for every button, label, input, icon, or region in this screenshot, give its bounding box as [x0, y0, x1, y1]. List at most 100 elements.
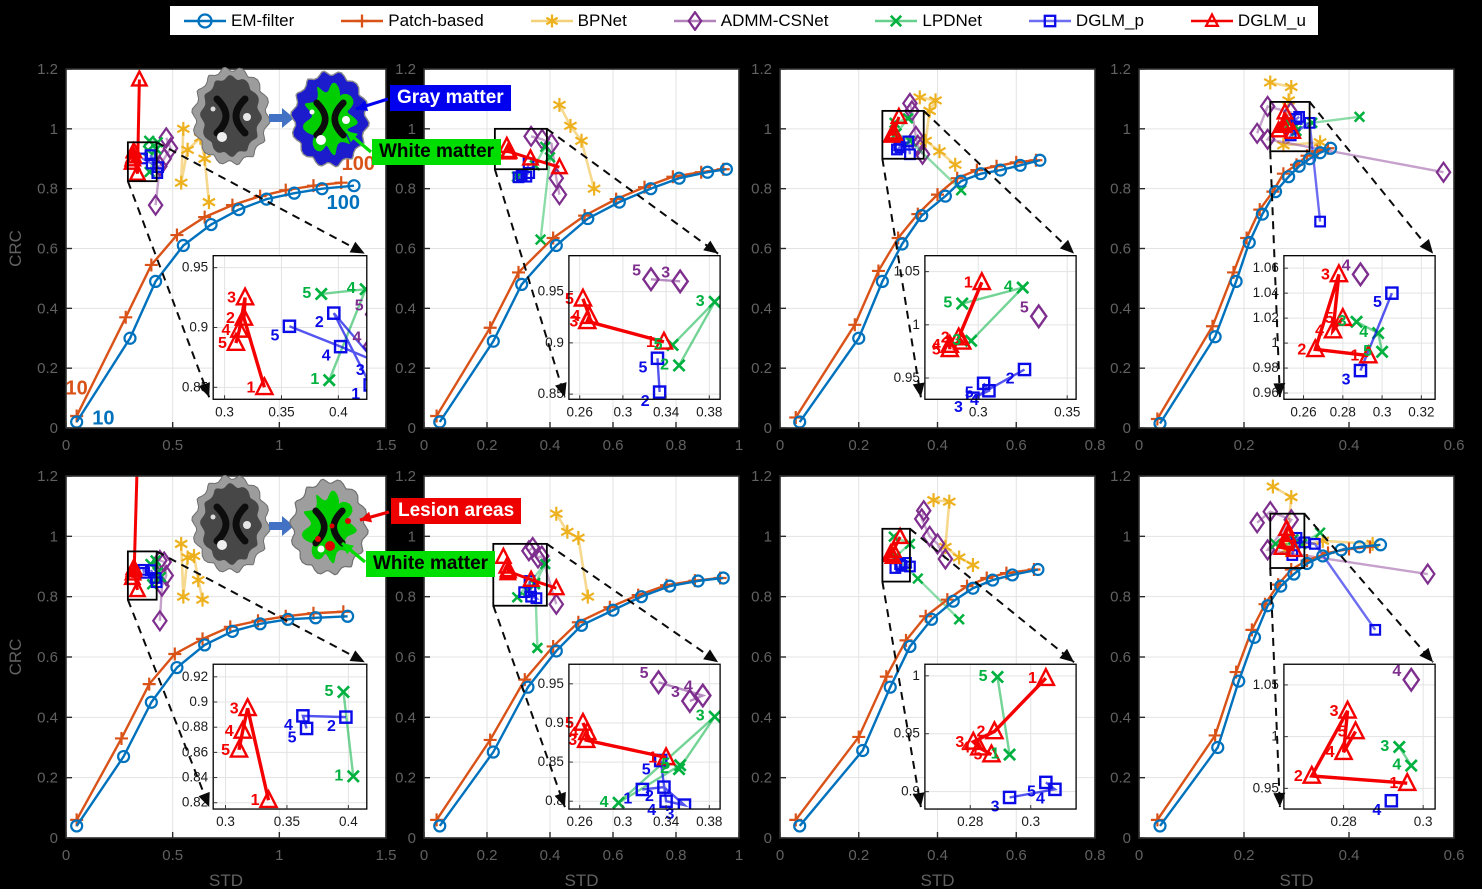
series-em_filter [1153, 141, 1338, 428]
svg-text:0.8: 0.8 [666, 847, 687, 864]
svg-text:0: 0 [1123, 830, 1131, 847]
series-bpnet [926, 493, 980, 572]
svg-text:5: 5 [642, 762, 651, 779]
svg-text:3: 3 [944, 334, 953, 351]
svg-text:0.4: 0.4 [37, 709, 58, 726]
svg-text:5: 5 [632, 262, 641, 279]
svg-text:0.4: 0.4 [395, 300, 416, 317]
svg-text:0.88: 0.88 [182, 719, 208, 734]
svg-text:1: 1 [1028, 670, 1037, 687]
svg-text:0.2: 0.2 [1110, 360, 1131, 377]
svg-text:5: 5 [639, 359, 648, 376]
zoom-rect [126, 141, 158, 183]
legend-item-label: ADMM-CSNet [720, 10, 829, 30]
zoom-arrows [493, 128, 719, 398]
lpdnet-marker-icon [875, 14, 918, 27]
svg-text:100: 100 [327, 192, 360, 214]
svg-text:CRC: CRC [6, 639, 25, 676]
svg-text:0.6: 0.6 [1110, 241, 1131, 258]
svg-text:4: 4 [1392, 757, 1401, 774]
svg-text:0.8: 0.8 [751, 181, 772, 198]
svg-text:0.4: 0.4 [927, 437, 948, 454]
svg-text:0.3: 0.3 [1373, 404, 1392, 419]
annotation-white-matter-bottom: White matter [366, 551, 496, 577]
svg-text:0: 0 [776, 847, 784, 864]
svg-text:0.92: 0.92 [182, 669, 208, 684]
axis-ticks: 0 0.5 1 1.5 0 0.2 0.4 0.6 0.8 1 1.2 [37, 61, 396, 454]
svg-text:0.3: 0.3 [614, 814, 633, 829]
svg-text:1: 1 [912, 317, 920, 332]
svg-text:0.2: 0.2 [848, 437, 869, 454]
svg-text:0: 0 [50, 420, 58, 437]
svg-text:3: 3 [666, 806, 675, 823]
svg-text:4: 4 [572, 308, 581, 325]
svg-text:1.2: 1.2 [1110, 468, 1131, 485]
legend-item-label: Patch-based [388, 10, 484, 30]
svg-text:5: 5 [979, 668, 988, 685]
inset-series-layer [963, 666, 1062, 805]
svg-text:5: 5 [965, 384, 974, 401]
svg-text:1: 1 [1350, 348, 1359, 365]
svg-text:0.9: 0.9 [545, 335, 564, 350]
svg-text:1: 1 [351, 386, 360, 403]
annotation-arrows [340, 97, 390, 564]
svg-text:0.6: 0.6 [751, 649, 772, 666]
series-dglm_u [494, 546, 566, 596]
legend: EM-filter Patch-based BPNet ADMM-CSNet LPDNe… [168, 4, 1320, 37]
svg-text:0.8: 0.8 [37, 589, 58, 606]
svg-text:4: 4 [284, 717, 293, 734]
svg-text:1: 1 [735, 847, 743, 864]
svg-text:0.35: 0.35 [1054, 404, 1080, 419]
zoom-arrows [492, 543, 719, 808]
svg-text:0.35: 0.35 [274, 814, 300, 829]
svg-text:1.02: 1.02 [1253, 310, 1279, 325]
brain-mri-image-bottom [191, 474, 271, 574]
svg-text:0.34: 0.34 [653, 404, 680, 419]
em_filter-marker-icon [184, 12, 226, 29]
series-dglm_u [882, 106, 909, 143]
svg-text:0.8: 0.8 [395, 589, 416, 606]
svg-text:5: 5 [1020, 299, 1029, 316]
svg-text:STD: STD [209, 871, 243, 889]
svg-text:2: 2 [226, 310, 235, 327]
svg-text:1: 1 [408, 121, 416, 138]
series-dglm_u [881, 526, 910, 565]
axis-ticks: 0 0.2 0.4 0.6 0 0.2 0.4 0.6 0.8 1 1.2 [1110, 468, 1464, 864]
svg-text:0.2: 0.2 [37, 770, 58, 787]
svg-text:3: 3 [568, 732, 577, 749]
svg-text:5: 5 [221, 742, 230, 759]
svg-text:0.2: 0.2 [751, 770, 772, 787]
series-layer [430, 97, 734, 428]
svg-text:0.6: 0.6 [603, 847, 624, 864]
transform-arrow-icon-bottom [269, 516, 294, 536]
svg-text:5: 5 [288, 729, 297, 746]
svg-text:4: 4 [322, 348, 331, 365]
svg-text:0.8: 0.8 [395, 181, 416, 198]
svg-text:1: 1 [246, 379, 255, 396]
svg-text:0.8: 0.8 [1085, 437, 1106, 454]
svg-text:0: 0 [1123, 420, 1131, 437]
svg-text:5: 5 [302, 285, 311, 302]
svg-text:1: 1 [251, 792, 260, 809]
svg-text:1.06: 1.06 [1253, 260, 1279, 275]
svg-text:2: 2 [1006, 370, 1015, 387]
svg-text:1: 1 [764, 528, 772, 545]
annotation-gray-matter: Gray matter [390, 85, 511, 111]
legend-item-patch_based: Patch-based [339, 10, 484, 31]
svg-text:5: 5 [1325, 310, 1334, 327]
annotation-white-matter-top: White matter [372, 139, 502, 165]
svg-text:0: 0 [764, 420, 772, 437]
svg-text:1: 1 [50, 528, 58, 545]
svg-text:0.95: 0.95 [894, 370, 920, 385]
svg-text:3: 3 [661, 264, 670, 281]
svg-text:3: 3 [1321, 266, 1330, 283]
svg-text:1.2: 1.2 [37, 468, 58, 485]
svg-text:0.6: 0.6 [395, 649, 416, 666]
svg-text:0.6: 0.6 [1006, 437, 1027, 454]
svg-text:0.34: 0.34 [653, 814, 680, 829]
